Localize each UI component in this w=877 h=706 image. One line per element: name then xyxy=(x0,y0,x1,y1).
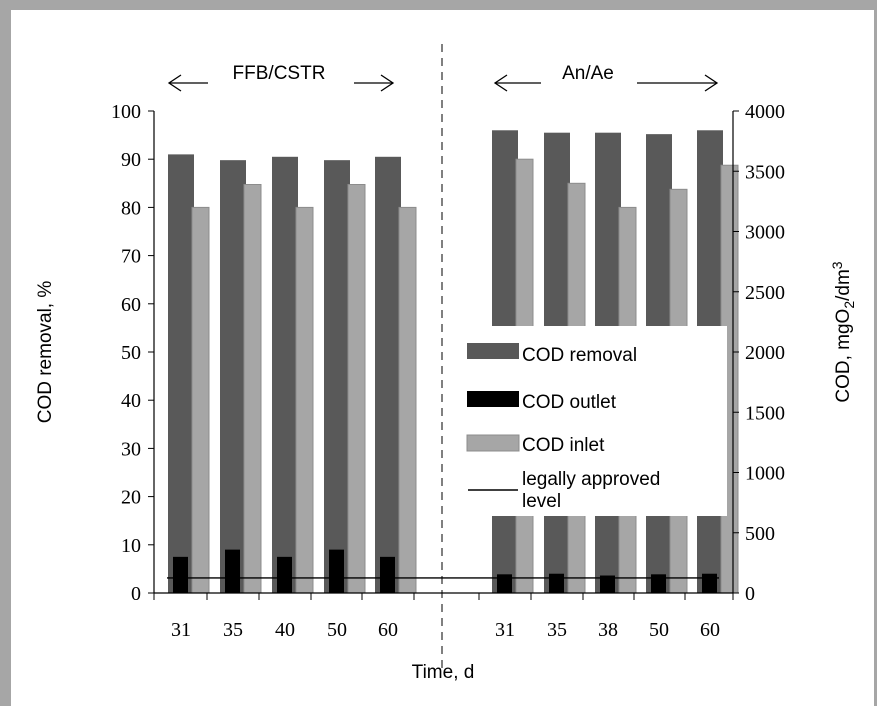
x-tick-label: 38 xyxy=(598,619,618,641)
cod-inlet-bar xyxy=(295,206,314,594)
chart: 0102030405060708090100050010001500200025… xyxy=(35,44,857,683)
cod-outlet-bar xyxy=(329,549,344,593)
legend-swatch-cod-inlet xyxy=(466,434,520,452)
group-arrow-right-head xyxy=(704,74,719,92)
cod-outlet-bar xyxy=(277,556,292,593)
y-tick-label-right: 500 xyxy=(745,523,775,545)
x-tick-label: 35 xyxy=(547,619,567,641)
y-tick-label-right: 2000 xyxy=(745,342,785,364)
y-axis-title-right-part: COD, mgO xyxy=(833,309,854,403)
cod-inlet-bar xyxy=(191,206,210,594)
y-tick-label-left: 90 xyxy=(121,149,141,171)
y-tick-label-right: 3500 xyxy=(745,161,785,183)
legend-label-cod-outlet: COD outlet xyxy=(522,392,617,413)
y-tick-label-left: 50 xyxy=(121,342,141,364)
cod-outlet-bar xyxy=(600,575,615,593)
x-tick-label: 50 xyxy=(649,619,669,641)
group-label-an-ae: An/Ae xyxy=(562,63,614,84)
y-tick-label-left: 20 xyxy=(121,487,141,509)
cod-outlet-bar xyxy=(702,573,717,593)
cod-removal-bar xyxy=(272,156,298,594)
y-tick-label-left: 40 xyxy=(121,390,141,412)
legend-label-cod-inlet: COD inlet xyxy=(522,435,605,456)
cod-removal-bar xyxy=(168,154,194,593)
cod-removal-bar xyxy=(324,160,350,593)
y-tick-label-right: 1000 xyxy=(745,463,785,485)
cod-inlet-bar xyxy=(347,184,366,594)
legend-swatch-cod-outlet xyxy=(467,391,519,407)
x-tick-label: 31 xyxy=(171,619,191,641)
legend-label-cod-removal: COD removal xyxy=(522,345,637,366)
group-label-ffb-cstr: FFB/CSTR xyxy=(233,63,326,84)
y-axis-title-right-part: 3 xyxy=(829,261,845,269)
y-axis-title-right: COD, mgO2/dm3 xyxy=(829,261,857,402)
cod-outlet-bar xyxy=(549,573,564,593)
group-arrow-left-head xyxy=(167,74,182,92)
x-tick-label: 50 xyxy=(327,619,347,641)
y-axis-title-left: COD removal, % xyxy=(35,281,56,424)
y-tick-label-right: 1500 xyxy=(745,402,785,424)
cod-outlet-bar xyxy=(651,574,666,593)
y-axis-title-right-part: 2 xyxy=(841,301,857,309)
cod-outlet-bar xyxy=(380,556,395,593)
x-tick-label: 31 xyxy=(495,619,515,641)
y-tick-label-right: 4000 xyxy=(745,101,785,123)
y-tick-label-left: 80 xyxy=(121,197,141,219)
legend-swatch-cod-removal xyxy=(467,343,519,359)
x-tick-label: 60 xyxy=(700,619,720,641)
y-tick-label-left: 30 xyxy=(121,438,141,460)
cod-outlet-bar xyxy=(225,549,240,593)
y-tick-label-left: 10 xyxy=(121,535,141,557)
y-tick-label-left: 60 xyxy=(121,294,141,316)
cod-inlet-bar xyxy=(398,206,417,594)
group-arrow-left-head xyxy=(493,74,508,92)
cod-removal-bar xyxy=(220,160,246,593)
cod-outlet-bar xyxy=(173,556,188,593)
y-tick-label-right: 3000 xyxy=(745,222,785,244)
group-arrow-right-head xyxy=(380,74,395,92)
y-tick-label-left: 0 xyxy=(131,583,141,605)
cod-removal-bar xyxy=(375,156,401,594)
x-tick-label: 35 xyxy=(223,619,243,641)
x-axis-title: Time, d xyxy=(412,662,475,683)
y-tick-label-right: 0 xyxy=(745,583,755,605)
legend-label-legal-limit-line1: legally approved xyxy=(522,469,660,490)
cod-outlet-bar xyxy=(497,574,512,593)
x-tick-label: 60 xyxy=(378,619,398,641)
chart-frame: 0 10 20 30 40 50 60 70 80 90 100 0 500 1000 1500 2000 25… xyxy=(11,10,874,706)
cod-inlet-bar xyxy=(243,184,262,594)
y-tick-label-left: 70 xyxy=(121,246,141,268)
x-tick-label: 40 xyxy=(275,619,295,641)
y-tick-label-left: 100 xyxy=(111,101,141,123)
legend-label-legal-limit-line2: level xyxy=(522,491,561,512)
y-tick-label-right: 2500 xyxy=(745,282,785,304)
y-axis-title-right-part: /dm xyxy=(833,269,854,301)
